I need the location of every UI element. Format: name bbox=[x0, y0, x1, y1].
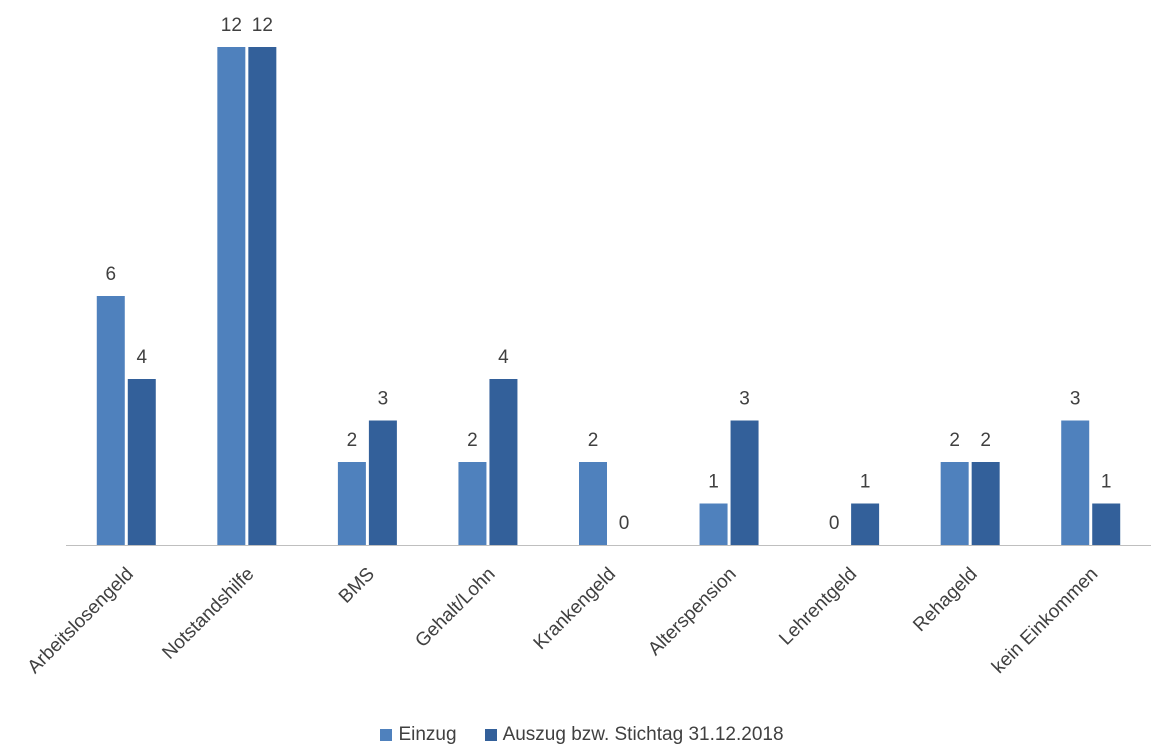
bar-einzug-gehalt-lohn bbox=[458, 462, 487, 545]
tick-label-arbeitslosengeld: Arbeitslosengeld bbox=[24, 564, 138, 678]
data-label-einzug-krankengeld: 2 bbox=[588, 430, 599, 451]
data-label-einzug-arbeitslosengeld: 6 bbox=[105, 264, 116, 285]
tick-label-kein-einkommen: kein Einkommen bbox=[988, 564, 1102, 678]
bar-einzug-arbeitslosengeld bbox=[96, 296, 125, 545]
legend-item-auszug: Auszug bzw. Stichtag 31.12.2018 bbox=[484, 724, 784, 746]
bar-auszug-bms bbox=[368, 420, 397, 545]
data-label-auszug-rehageld: 2 bbox=[980, 430, 991, 451]
bar-einzug-alterspension bbox=[699, 503, 728, 545]
data-label-einzug-gehalt-lohn: 2 bbox=[467, 430, 478, 451]
data-label-einzug-rehageld: 2 bbox=[949, 430, 960, 451]
bar-einzug-kein-einkommen bbox=[1061, 420, 1090, 545]
data-label-auszug-alterspension: 3 bbox=[739, 389, 750, 410]
data-label-einzug-notstandshilfe: 12 bbox=[221, 15, 242, 36]
tick-label-alterspension: Alterspension bbox=[644, 564, 740, 660]
bar-einzug-notstandshilfe bbox=[217, 47, 246, 545]
bar-auszug-rehageld bbox=[971, 462, 1000, 545]
data-label-auszug-arbeitslosengeld: 4 bbox=[136, 347, 147, 368]
legend-label-auszug: Auszug bzw. Stichtag 31.12.2018 bbox=[502, 724, 784, 745]
legend-swatch-einzug bbox=[380, 729, 393, 741]
bar-auszug-kein-einkommen bbox=[1092, 503, 1121, 545]
legend: Einzug Auszug bzw. Stichtag 31.12.2018 bbox=[0, 724, 1164, 746]
data-label-einzug-lehrentgeld: 0 bbox=[829, 513, 840, 534]
legend-label-einzug: Einzug bbox=[398, 724, 457, 745]
data-label-auszug-notstandshilfe: 12 bbox=[252, 15, 273, 36]
tick-label-rehageld: Rehageld bbox=[909, 564, 981, 636]
bar-auszug-lehrentgeld bbox=[851, 503, 880, 545]
legend-swatch-auszug bbox=[484, 729, 497, 741]
tick-label-notstandshilfe: Notstandshilfe bbox=[158, 564, 258, 664]
tick-label-krankengeld: Krankengeld bbox=[530, 564, 620, 654]
data-label-auszug-krankengeld: 0 bbox=[619, 513, 630, 534]
data-label-einzug-alterspension: 1 bbox=[708, 472, 719, 493]
bar-einzug-rehageld bbox=[940, 462, 969, 545]
tick-label-bms: BMS bbox=[335, 564, 379, 608]
tick-label-lehrentgeld: Lehrentgeld bbox=[775, 564, 861, 650]
data-label-einzug-bms: 2 bbox=[347, 430, 358, 451]
bar-auszug-gehalt-lohn bbox=[489, 379, 518, 545]
data-label-auszug-kein-einkommen: 1 bbox=[1101, 472, 1112, 493]
legend-item-einzug: Einzug bbox=[380, 724, 457, 746]
bar-einzug-krankengeld bbox=[579, 462, 607, 545]
bar-auszug-notstandshilfe bbox=[248, 47, 277, 545]
data-label-auszug-gehalt-lohn: 4 bbox=[498, 347, 509, 368]
data-label-auszug-bms: 3 bbox=[378, 389, 389, 410]
bar-auszug-arbeitslosengeld bbox=[127, 379, 156, 545]
tick-label-gehalt-lohn: Gehalt/Lohn bbox=[411, 564, 499, 652]
data-label-auszug-lehrentgeld: 1 bbox=[860, 472, 871, 493]
bar-einzug-bms bbox=[337, 462, 366, 545]
data-label-einzug-kein-einkommen: 3 bbox=[1070, 389, 1081, 410]
bar-auszug-alterspension bbox=[730, 420, 759, 545]
